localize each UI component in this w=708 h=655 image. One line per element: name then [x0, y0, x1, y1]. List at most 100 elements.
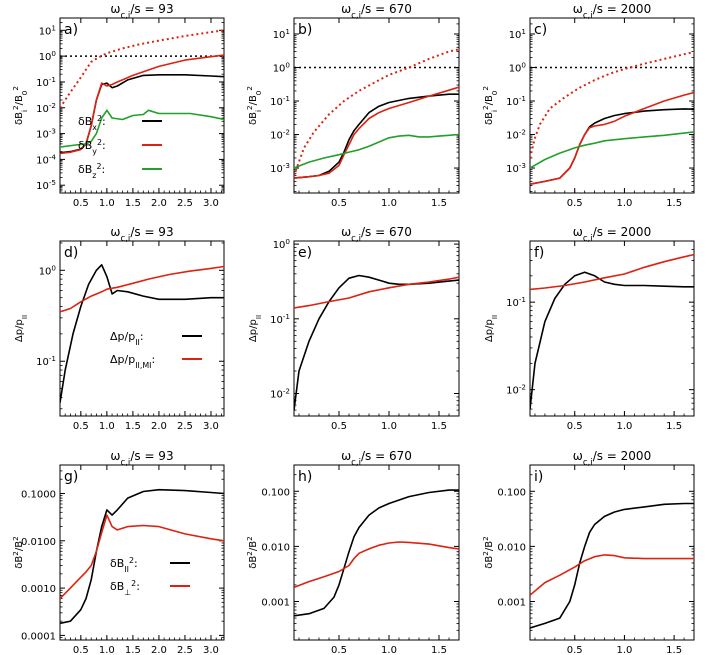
series-line-1 [530, 271, 694, 410]
y-tick-label: 0.100 [497, 487, 526, 498]
y-tick-label: 10-2 [506, 382, 526, 397]
series-line-4 [60, 109, 224, 148]
x-tick-label: 0.5 [331, 198, 347, 209]
y-tick-label: 0.010 [261, 542, 290, 553]
y-tick-label: 10-1 [36, 354, 56, 369]
chart-panel-1: ωc,i/s = 93 a) 0.5 1.0 1.5 2.0 2.5 3.0 10-5 10-4 1… [11, 2, 225, 209]
x-tick-label: 1.0 [99, 421, 115, 432]
panel-label: b) [298, 22, 312, 38]
chart-panel-4: ωc,i/s = 93 d) 0.5 1.0 1.5 2.0 2.5 3.0 10-1 100 Δp… [14, 225, 225, 432]
y-tick-label: 101 [39, 23, 56, 38]
y-tick-label: 10-2 [506, 127, 526, 142]
series-line-3 [294, 48, 459, 176]
series-line-3 [60, 29, 224, 109]
plot-frame [529, 17, 695, 194]
series-line-1 [60, 488, 224, 625]
chart-panel-9: ωc,i/s = 2000 i) 0.5 1.0 1.5 0.001 0.010 0.100 δ… [481, 449, 695, 655]
chart-panel-8: ωc,i/s = 670 h) 0.5 1.0 1.5 0.001 0.010 0.100 δB… [245, 449, 460, 655]
series-line-4 [294, 133, 459, 169]
y-axis-label: δB2/B2 [245, 536, 260, 568]
chart-title: ωc,i/s = 93 [110, 449, 173, 468]
y-tick-label: 100 [509, 60, 527, 75]
series-line-2 [60, 514, 224, 600]
x-tick-label: 3.0 [203, 198, 219, 209]
chart-title: ωc,i/s = 670 [341, 449, 412, 468]
series-line-2 [60, 54, 224, 155]
x-tick-label: 1.5 [431, 645, 447, 655]
legend-label: Δp/pII,MI: [110, 353, 155, 370]
series-line-4 [530, 131, 694, 169]
x-tick-label: 3.0 [203, 421, 219, 432]
y-tick-label: 10-1 [270, 311, 290, 326]
y-tick-label: 10-3 [270, 161, 290, 176]
y-tick-label: 100 [273, 237, 291, 252]
series-line-2 [530, 253, 694, 291]
y-tick-label: 101 [273, 26, 290, 41]
y-tick-label: 10-2 [270, 127, 290, 142]
x-tick-label: 1.0 [381, 645, 397, 655]
chart-title: ωc,i/s = 2000 [573, 449, 651, 468]
legend-label: δBx2: [78, 114, 106, 132]
series-line-2 [294, 276, 459, 309]
x-tick-label: 2.5 [177, 421, 193, 432]
x-tick-label: 2.5 [177, 198, 193, 209]
chart-panel-6: ωc,i/s = 2000 f) 0.5 1.0 1.5 10-2 10-1 Δp/pII [484, 225, 695, 432]
plot-frame [59, 17, 225, 194]
panel-label: a) [64, 22, 78, 38]
x-tick-label: 2.5 [177, 645, 193, 655]
x-tick-label: 1.0 [99, 198, 115, 209]
chart-title: ωc,i/s = 670 [341, 2, 412, 21]
y-tick-label: 100 [39, 263, 57, 278]
series-line-1 [294, 274, 459, 411]
x-tick-label: 2.0 [151, 421, 167, 432]
x-tick-label: 1.0 [381, 421, 397, 432]
y-tick-label: 0.010 [497, 542, 526, 553]
series-line-1 [530, 502, 694, 629]
chart-title: ωc,i/s = 93 [110, 225, 173, 244]
x-tick-label: 1.0 [99, 645, 115, 655]
legend-label: δBII2: [110, 556, 138, 574]
chart-panel-7: ωc,i/s = 93 g) 0.5 1.0 1.5 2.0 2.5 3.0 0.0001 0.0… [11, 449, 225, 655]
x-tick-label: 1.5 [666, 198, 682, 209]
plot-frame [293, 464, 460, 641]
plot-frame [59, 464, 225, 641]
y-tick-label: 0.001 [497, 597, 526, 608]
chart-panel-5: ωc,i/s = 670 e) 0.5 1.0 1.5 10-2 10-1 100 Δp/pII [248, 225, 460, 432]
x-tick-label: 1.5 [125, 198, 141, 209]
x-tick-label: 1.0 [616, 198, 632, 209]
y-tick-label: 100 [273, 60, 291, 75]
x-tick-label: 0.5 [331, 421, 347, 432]
chart-title: ωc,i/s = 2000 [573, 225, 651, 244]
y-axis-label: δBi2/B02 [11, 86, 29, 125]
y-tick-label: 10-4 [36, 152, 56, 167]
series-line-2 [530, 554, 694, 596]
x-tick-label: 1.0 [381, 198, 397, 209]
x-tick-label: 0.5 [567, 198, 583, 209]
series-line-1 [60, 263, 224, 403]
chart-panel-2: ωc,i/s = 670 b) 0.5 1.0 1.5 10-3 10-2 10-1 100 10… [245, 2, 460, 209]
y-tick-label: 10-1 [36, 74, 56, 89]
y-axis-label: Δp/pII [248, 315, 263, 342]
x-tick-label: 2.0 [151, 198, 167, 209]
y-tick-label: 10-2 [36, 100, 56, 115]
x-tick-label: 3.0 [203, 645, 219, 655]
y-tick-label: 0.100 [261, 487, 290, 498]
y-tick-label: 10-5 [36, 178, 56, 193]
chart-title: ωc,i/s = 2000 [573, 2, 651, 21]
x-tick-label: 0.5 [567, 421, 583, 432]
series-line-1 [294, 93, 459, 179]
y-tick-label: 0.0100 [21, 537, 56, 548]
series-line-2 [294, 86, 459, 179]
x-tick-label: 0.5 [331, 645, 347, 655]
y-tick-label: 0.1000 [21, 489, 56, 500]
panel-label: h) [298, 469, 312, 485]
x-tick-label: 1.5 [666, 421, 682, 432]
y-tick-label: 10-1 [506, 295, 526, 310]
x-tick-label: 1.0 [616, 421, 632, 432]
panel-label: g) [64, 469, 78, 485]
y-tick-label: 10-3 [506, 161, 526, 176]
panel-label: f) [534, 245, 544, 261]
chart-panel-3: ωc,i/s = 2000 c) 0.5 1.0 1.5 10-3 10-2 10-1 100 1… [481, 2, 695, 209]
y-axis-label: δBi2/B02 [481, 86, 499, 125]
